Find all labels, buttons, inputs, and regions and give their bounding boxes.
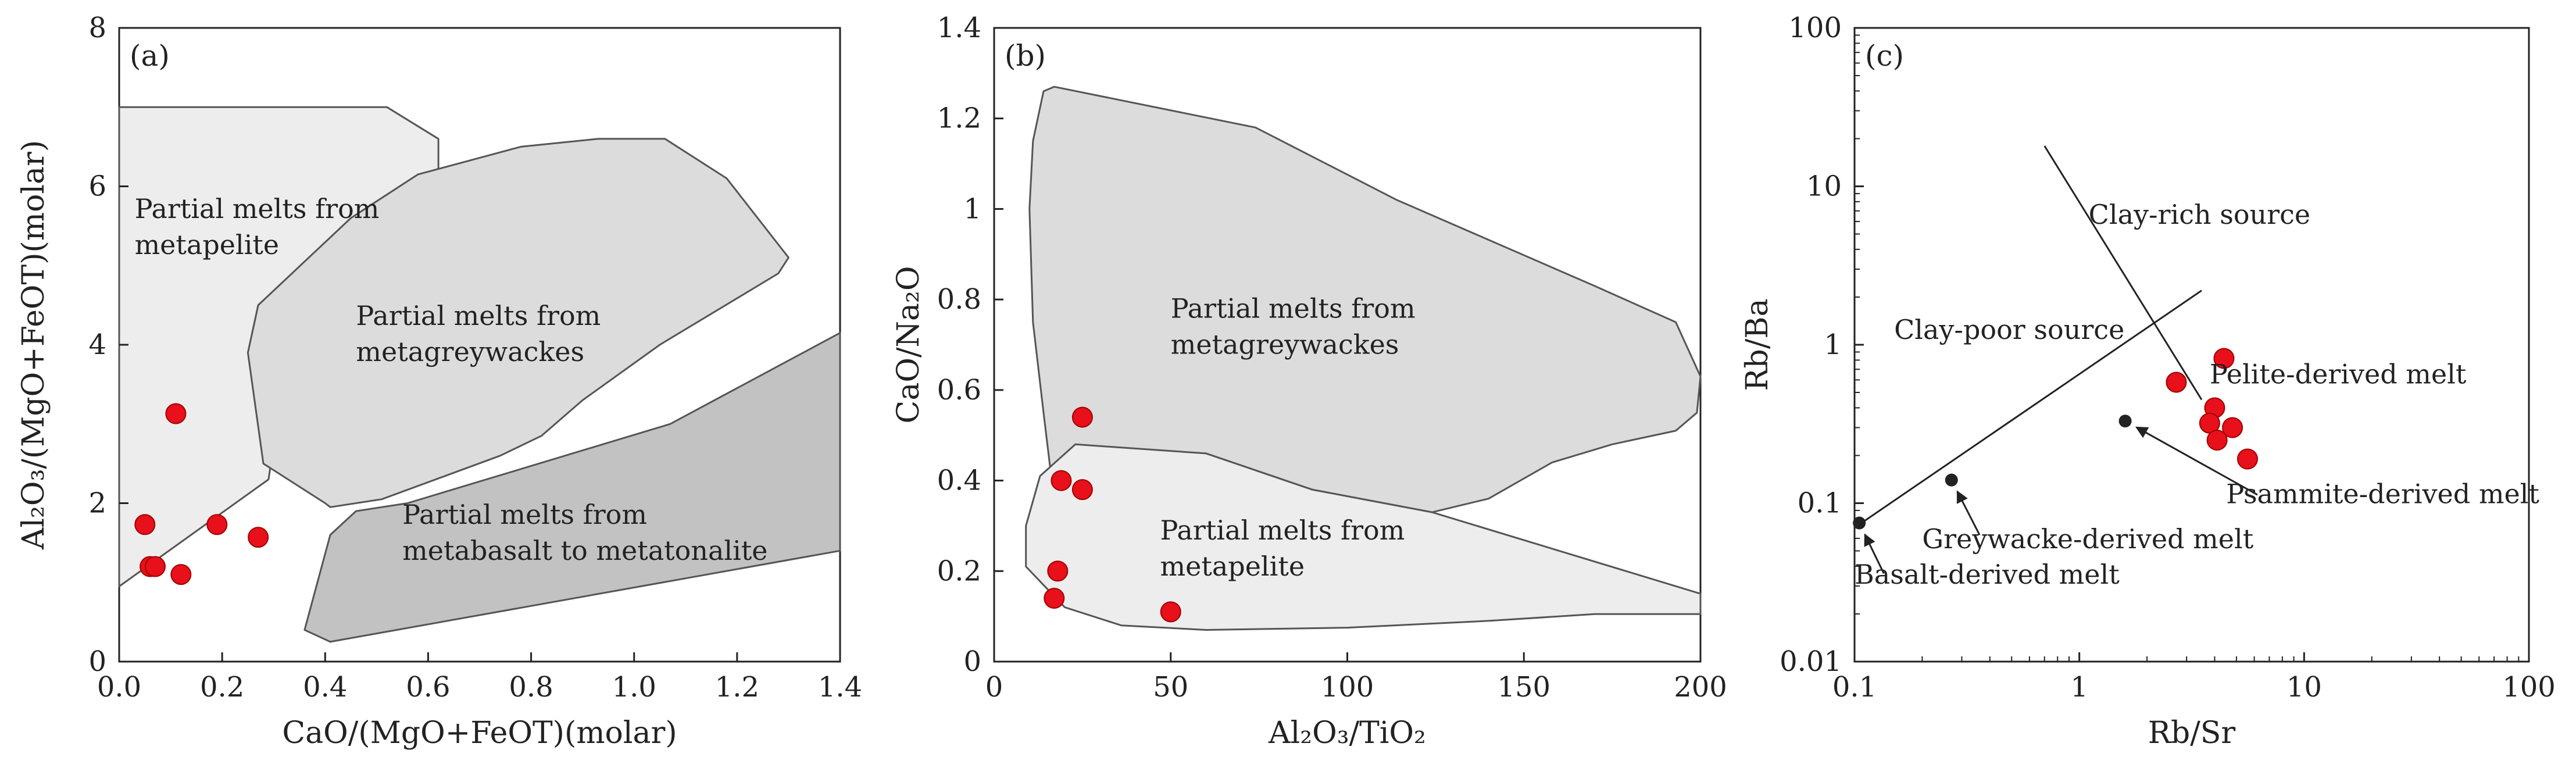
plot-frame — [1853, 27, 2530, 663]
region-metagreywackes — [1028, 85, 1702, 513]
x-tick-label: 0.2 — [200, 671, 244, 703]
x-tick-label: 100 — [1321, 671, 1374, 703]
sample-point — [2206, 430, 2228, 451]
sample-point — [170, 564, 192, 585]
x-tick-label: 200 — [1674, 671, 1727, 703]
discrimination-line — [2043, 145, 2203, 401]
x-tick-label: 150 — [1497, 671, 1550, 703]
x-tick-label: 1.2 — [715, 671, 759, 703]
region-metagreywackes — [246, 138, 789, 508]
sample-point — [2236, 448, 2258, 470]
y-tick-label: 2 — [88, 487, 106, 520]
reference-point — [1853, 516, 1866, 530]
region-label: Partial melts from — [356, 300, 601, 331]
y-tick-label: 0.1 — [1798, 487, 1842, 520]
y-tick-label: 4 — [88, 328, 106, 361]
sample-point — [206, 514, 228, 535]
y-tick-label: 100 — [1788, 12, 1842, 44]
y-tick-label: 10 — [1806, 170, 1842, 203]
x-axis-title: Al₂O₃/TiO₂ — [1268, 716, 1426, 751]
y-tick-label: 0.01 — [1780, 645, 1842, 678]
field-label: Clay-poor source — [1894, 314, 2124, 345]
field-label: Clay-rich source — [2089, 199, 2310, 230]
sample-point — [2166, 372, 2187, 393]
sample-point — [1051, 470, 1072, 491]
y-tick-label: 0.2 — [937, 555, 981, 587]
region-label: metabasalt to metatonalite — [402, 535, 767, 566]
region-label: Partial melts from — [402, 499, 647, 530]
sample-point — [248, 527, 269, 548]
sample-point — [1044, 588, 1065, 609]
x-tick-label: 1 — [2070, 671, 2088, 703]
y-tick-label: 0.6 — [937, 374, 981, 406]
sample-point — [1047, 560, 1069, 582]
reference-point — [2118, 415, 2132, 428]
y-tick-label: 1.4 — [937, 12, 981, 44]
reference-label: Psammite-derived melt — [2226, 478, 2539, 510]
y-tick-label: 0.4 — [937, 465, 981, 497]
chart-panel-3 — [1853, 27, 2530, 663]
y-tick-label: 0 — [963, 645, 981, 678]
sample-point — [1160, 601, 1181, 623]
annotation-arrow — [2135, 426, 2258, 496]
sample-point — [165, 403, 187, 424]
x-tick-label: 1.4 — [818, 671, 862, 703]
x-tick-label: 0.8 — [509, 671, 553, 703]
x-tick-label: 0 — [985, 671, 1003, 703]
sample-point — [2222, 417, 2243, 438]
region-label: metagreywackes — [1171, 328, 1399, 360]
panel-label: (c) — [1865, 39, 1904, 73]
y-axis-title: Rb/Ba — [1740, 298, 1775, 391]
annotation-arrow — [1864, 533, 1885, 574]
x-tick-label: 0.1 — [1832, 671, 1877, 703]
y-tick-label: 6 — [88, 170, 106, 203]
y-tick-label: 0.8 — [937, 283, 981, 316]
x-tick-label: 0.6 — [406, 671, 450, 703]
discrimination-line — [1854, 290, 2202, 528]
sample-point — [134, 514, 156, 535]
chart-panel-1 — [118, 27, 841, 663]
x-axis-title: Rb/Sr — [2148, 716, 2236, 751]
y-tick-label: 1.2 — [937, 102, 981, 135]
region-label: metapelite — [135, 229, 280, 260]
annotation-arrow — [1956, 490, 1981, 535]
region-metabasalt-to-metatonalite — [303, 332, 841, 643]
region-label: Partial melts from — [1171, 292, 1416, 324]
region-label: Partial melts from — [1160, 515, 1405, 546]
x-tick-label: 0.4 — [303, 671, 347, 703]
region-label: metagreywackes — [356, 336, 584, 367]
y-tick-label: 1 — [963, 192, 981, 225]
region-label: metapelite — [1160, 551, 1305, 582]
x-tick-label: 1.0 — [612, 671, 656, 703]
panel-label: (a) — [130, 39, 170, 73]
x-tick-label: 0.0 — [97, 671, 141, 703]
region-label: Partial melts from — [135, 193, 380, 224]
y-axis-title: Al₂O₃/(MgO+FeOT)(molar) — [16, 140, 51, 550]
x-axis-title: CaO/(MgO+FeOT)(molar) — [282, 716, 677, 751]
y-tick-label: 8 — [88, 12, 106, 44]
sample-point — [1071, 479, 1093, 501]
x-tick-label: 10 — [2286, 671, 2322, 703]
reference-point — [1945, 473, 1958, 487]
y-tick-label: 1 — [1824, 328, 1842, 361]
x-tick-label: 50 — [1153, 671, 1188, 703]
chart-panel-2 — [993, 27, 1702, 663]
panel-label: (b) — [1005, 39, 1046, 73]
sample-point — [1071, 406, 1093, 428]
x-tick-label: 100 — [2502, 671, 2556, 703]
sample-point — [145, 556, 166, 577]
reference-label: Basalt-derived melt — [1855, 559, 2120, 590]
region-metapelite — [1025, 443, 1702, 631]
field-label: Pelite-derived melt — [2210, 359, 2467, 390]
y-tick-label: 0 — [88, 645, 106, 678]
sample-point — [2213, 348, 2235, 369]
y-axis-title: CaO/Na₂O — [891, 266, 926, 424]
reference-label: Greywacke-derived melt — [1922, 523, 2253, 555]
